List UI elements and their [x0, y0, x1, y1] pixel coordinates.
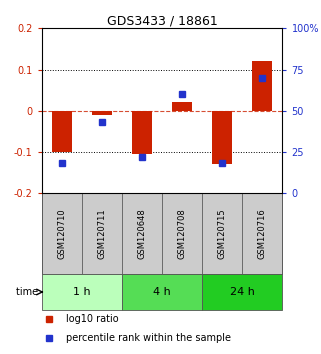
Bar [122, 193, 162, 274]
Text: time: time [16, 287, 42, 297]
Title: GDS3433 / 18861: GDS3433 / 18861 [107, 14, 218, 27]
Bar [162, 193, 202, 274]
Bar [202, 274, 282, 310]
Bar [202, 193, 242, 274]
Text: GSM120711: GSM120711 [97, 208, 107, 259]
Bar [252, 61, 273, 111]
Text: GSM120710: GSM120710 [57, 208, 66, 259]
Bar [122, 274, 202, 310]
Text: GSM120648: GSM120648 [137, 208, 147, 259]
Bar [172, 102, 192, 111]
Bar [132, 111, 152, 154]
Text: GSM120708: GSM120708 [178, 208, 187, 259]
Bar [42, 274, 122, 310]
Text: percentile rank within the sample: percentile rank within the sample [66, 333, 231, 343]
Bar [242, 193, 282, 274]
Bar [42, 193, 82, 274]
Bar [52, 111, 72, 152]
Bar [82, 193, 122, 274]
Text: GSM120716: GSM120716 [258, 208, 267, 259]
Text: 4 h: 4 h [153, 287, 171, 297]
Bar [92, 111, 112, 115]
Text: 24 h: 24 h [230, 287, 255, 297]
Text: log10 ratio: log10 ratio [66, 314, 118, 325]
Text: GSM120715: GSM120715 [218, 208, 227, 259]
Text: 1 h: 1 h [73, 287, 91, 297]
Bar [212, 111, 232, 164]
